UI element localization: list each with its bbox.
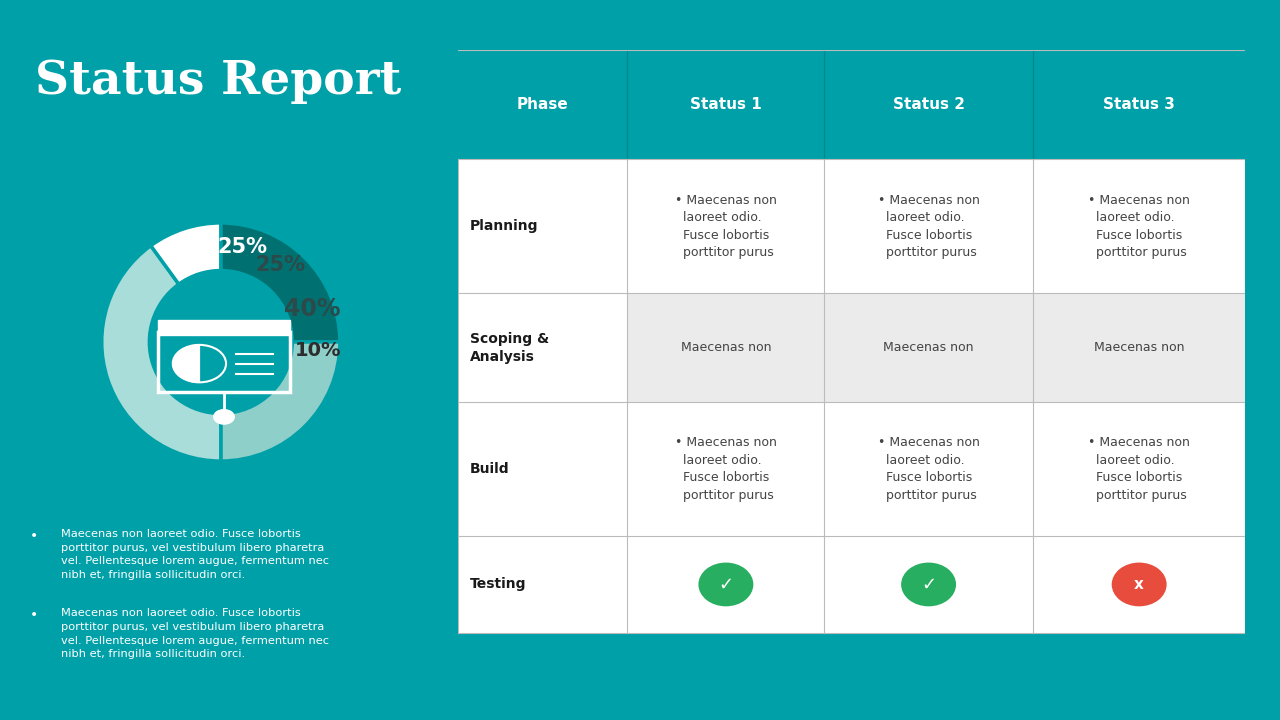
FancyBboxPatch shape <box>458 159 627 293</box>
Text: Testing: Testing <box>470 577 526 591</box>
Text: 40%: 40% <box>284 297 340 320</box>
Text: Status 2: Status 2 <box>892 97 965 112</box>
FancyBboxPatch shape <box>458 50 1245 159</box>
Text: Status 3: Status 3 <box>1103 97 1175 112</box>
Text: Maecenas non: Maecenas non <box>681 341 771 354</box>
Wedge shape <box>220 223 340 342</box>
Polygon shape <box>173 345 200 382</box>
Text: Maecenas non laoreet odio. Fusce lobortis
porttitor purus, vel vestibulum libero: Maecenas non laoreet odio. Fusce loborti… <box>60 608 329 660</box>
Text: Status 1: Status 1 <box>690 97 762 112</box>
Text: Scoping &
Analysis: Scoping & Analysis <box>470 332 549 364</box>
Text: 25%: 25% <box>216 237 268 256</box>
Wedge shape <box>151 223 221 284</box>
Circle shape <box>902 563 955 606</box>
FancyBboxPatch shape <box>458 159 1245 293</box>
FancyBboxPatch shape <box>458 402 627 536</box>
Text: x: x <box>1134 577 1144 592</box>
Text: • Maecenas non
  laoreet odio.
  Fusce lobortis
  porttitor purus: • Maecenas non laoreet odio. Fusce lobor… <box>1088 194 1190 259</box>
Text: ✓: ✓ <box>718 575 733 593</box>
Text: Maecenas non laoreet odio. Fusce lobortis
porttitor purus, vel vestibulum libero: Maecenas non laoreet odio. Fusce loborti… <box>60 529 329 580</box>
Text: Maecenas non: Maecenas non <box>883 341 974 354</box>
Text: • Maecenas non
  laoreet odio.
  Fusce lobortis
  porttitor purus: • Maecenas non laoreet odio. Fusce lobor… <box>675 194 777 259</box>
Text: • Maecenas non
  laoreet odio.
  Fusce lobortis
  porttitor purus: • Maecenas non laoreet odio. Fusce lobor… <box>1088 436 1190 502</box>
Circle shape <box>151 271 291 413</box>
Circle shape <box>1112 563 1166 606</box>
Text: •: • <box>31 608 38 622</box>
Text: Planning: Planning <box>470 220 539 233</box>
Text: ✓: ✓ <box>922 575 936 593</box>
FancyBboxPatch shape <box>159 320 289 335</box>
Text: 10%: 10% <box>294 341 342 360</box>
FancyBboxPatch shape <box>458 293 1245 402</box>
Text: • Maecenas non
  laoreet odio.
  Fusce lobortis
  porttitor purus: • Maecenas non laoreet odio. Fusce lobor… <box>878 194 979 259</box>
Wedge shape <box>220 342 340 461</box>
Circle shape <box>699 563 753 606</box>
FancyBboxPatch shape <box>458 293 627 402</box>
Circle shape <box>214 410 234 424</box>
FancyBboxPatch shape <box>458 536 1245 633</box>
Text: • Maecenas non
  laoreet odio.
  Fusce lobortis
  porttitor purus: • Maecenas non laoreet odio. Fusce lobor… <box>878 436 979 502</box>
Text: Maecenas non: Maecenas non <box>1094 341 1184 354</box>
Text: •: • <box>31 529 38 543</box>
FancyBboxPatch shape <box>458 536 627 633</box>
FancyBboxPatch shape <box>458 402 1245 536</box>
Text: Build: Build <box>470 462 509 476</box>
Text: Phase: Phase <box>517 97 568 112</box>
Text: Status Report: Status Report <box>35 58 401 104</box>
Text: • Maecenas non
  laoreet odio.
  Fusce lobortis
  porttitor purus: • Maecenas non laoreet odio. Fusce lobor… <box>675 436 777 502</box>
Wedge shape <box>101 246 220 461</box>
Text: 25%: 25% <box>255 255 305 274</box>
